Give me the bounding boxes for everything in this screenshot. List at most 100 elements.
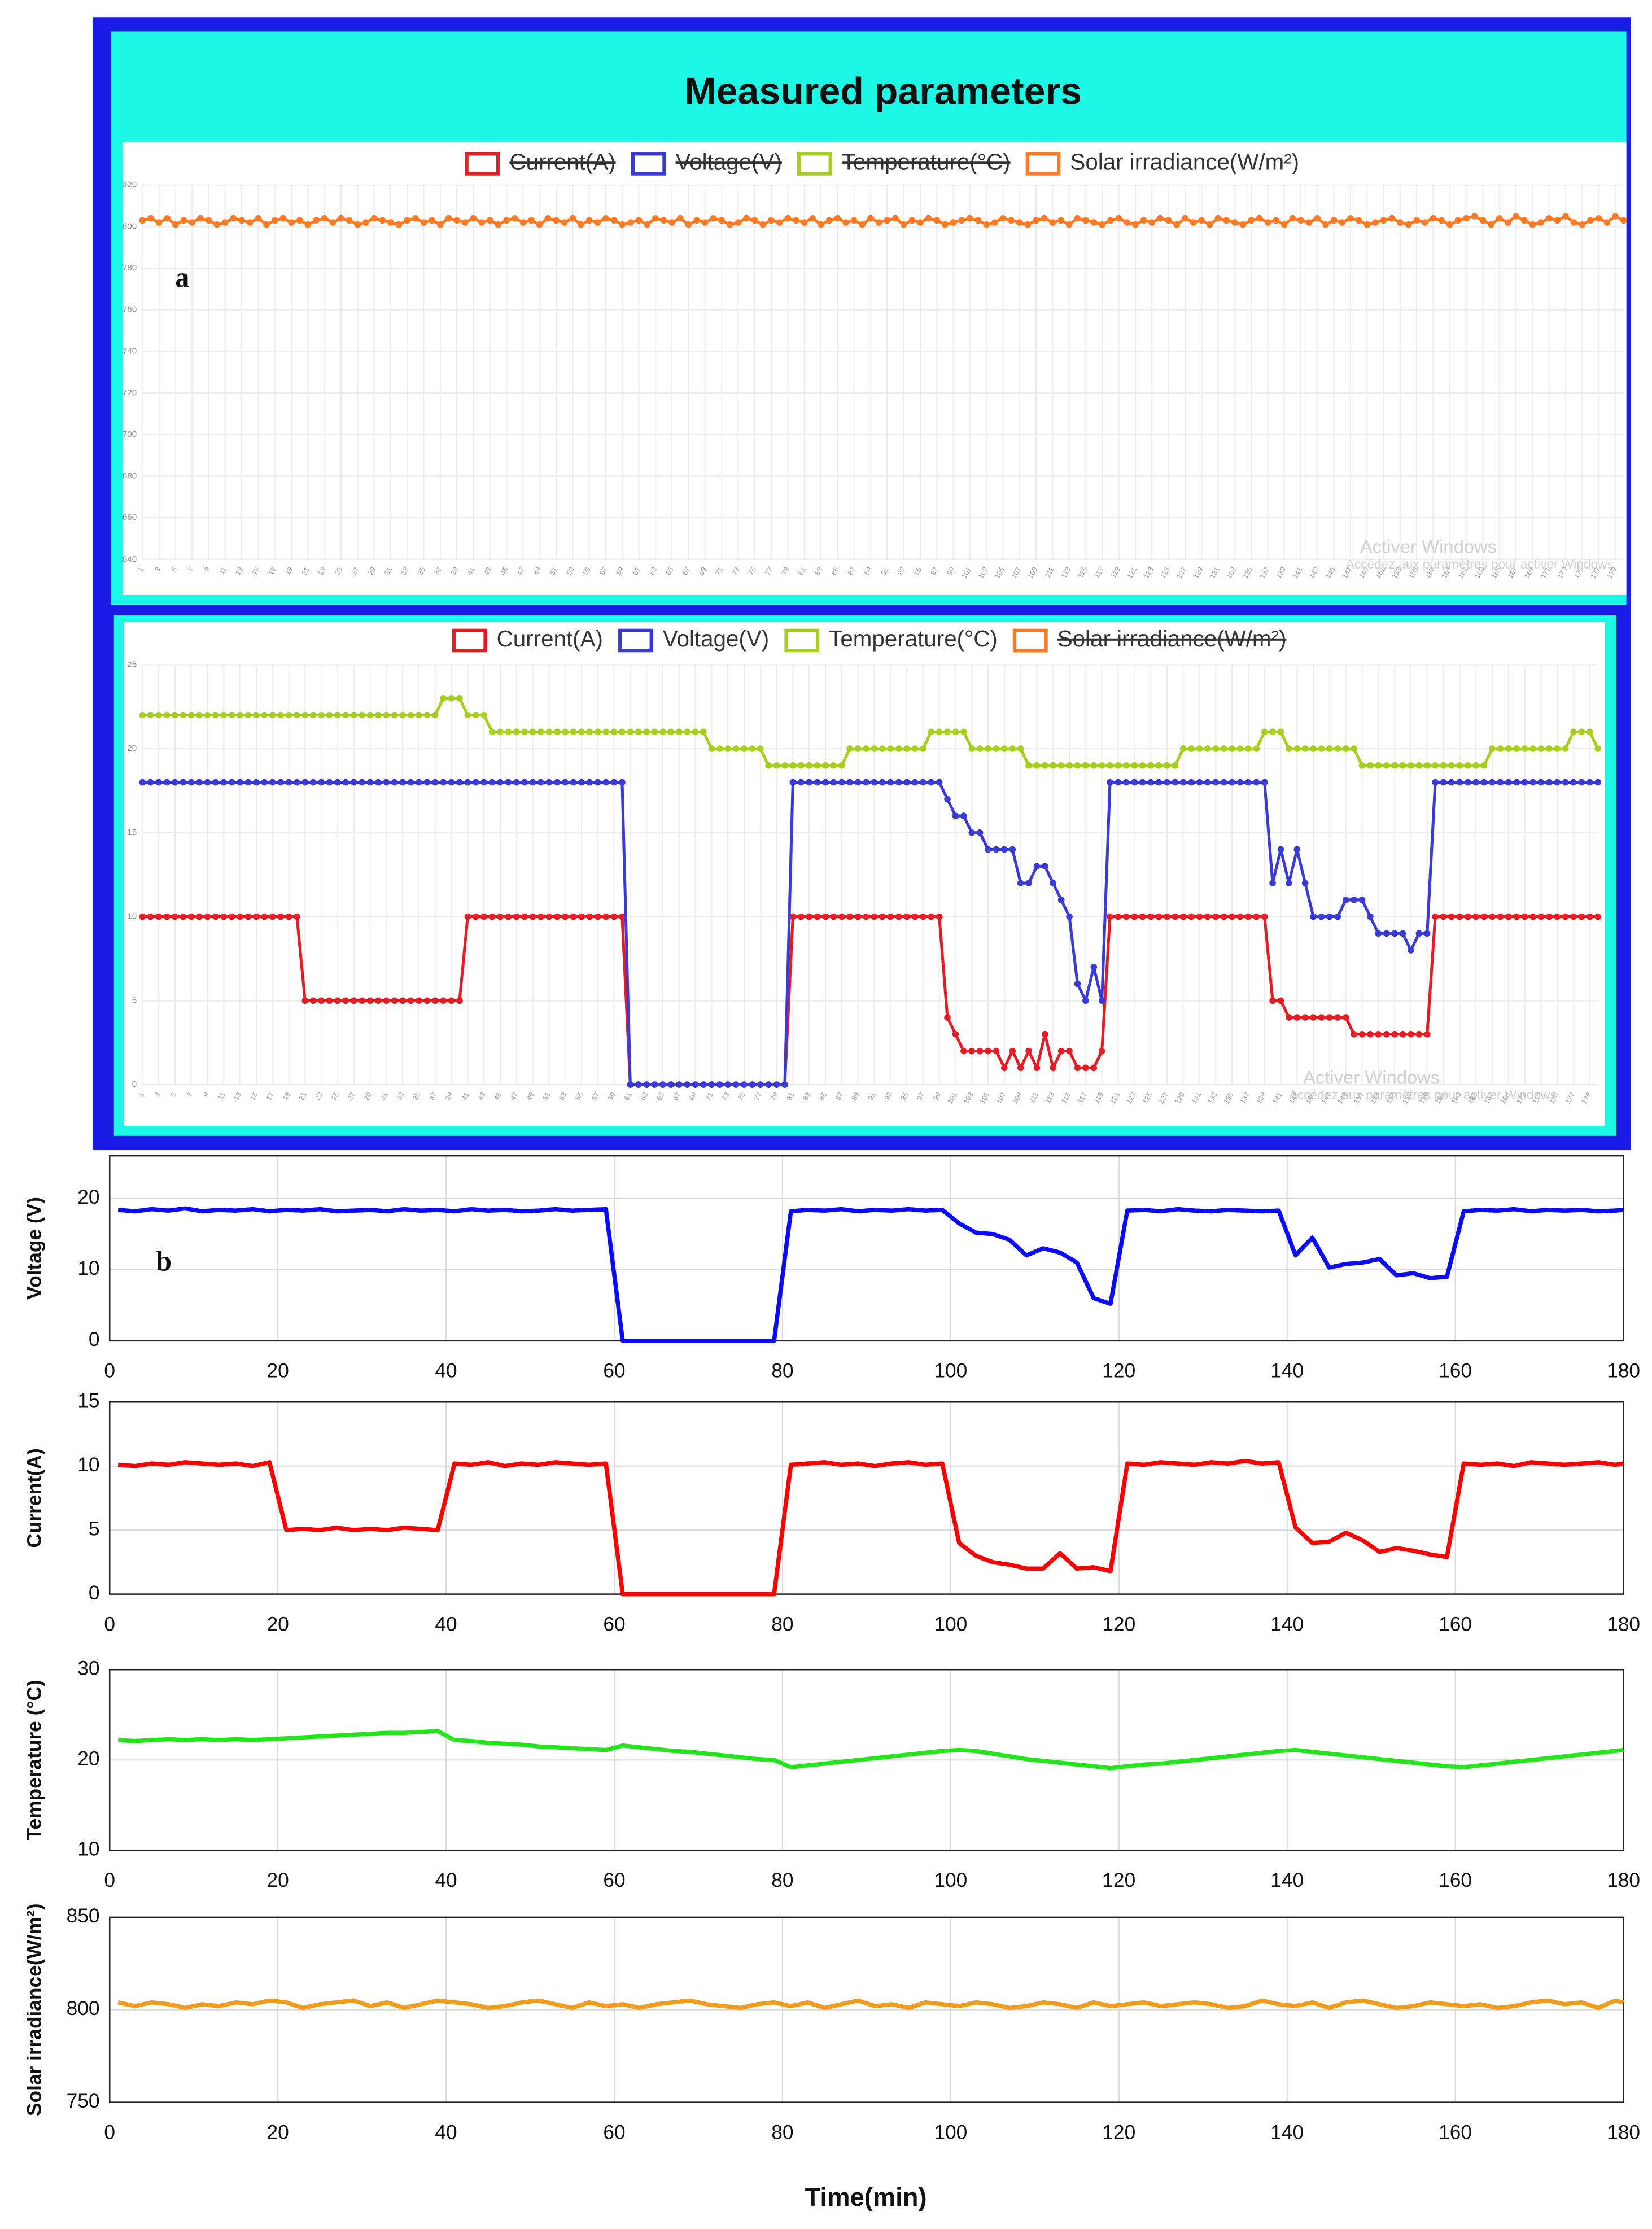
x-tick-label: 85 (830, 566, 841, 576)
watermark: Activer Windows (1360, 536, 1497, 557)
data-point (1140, 217, 1147, 224)
data-point (1009, 1047, 1016, 1055)
data-point (1204, 913, 1211, 920)
data-point (269, 711, 276, 719)
data-point (944, 1014, 951, 1021)
data-point (879, 745, 886, 752)
data-point (1261, 728, 1268, 736)
data-point (1358, 897, 1366, 903)
legend-swatch (465, 152, 500, 176)
data-point (1505, 913, 1512, 920)
data-point (187, 711, 195, 719)
data-point (1253, 779, 1260, 786)
data-point (1261, 779, 1268, 786)
data-point (1537, 913, 1545, 920)
data-point (627, 219, 634, 226)
data-point (1326, 1014, 1333, 1021)
data-point (933, 217, 940, 224)
data-point (976, 1047, 984, 1055)
x-tick-label: 61 (631, 566, 642, 576)
data-point (391, 997, 398, 1004)
legend-label: Solar irradiance(W/m²) (1057, 626, 1287, 652)
data-point (155, 711, 162, 719)
x-tick-label: 43 (482, 566, 493, 576)
data-point (710, 215, 717, 222)
data-point (420, 219, 427, 226)
data-point (814, 762, 821, 769)
x-tick-label: 20 (267, 2121, 289, 2143)
data-point (155, 779, 162, 786)
data-point (172, 913, 178, 920)
data-point (1432, 913, 1439, 920)
data-point (1594, 913, 1601, 920)
data-point (991, 219, 998, 226)
data-point (1220, 745, 1227, 752)
data-point (1041, 215, 1048, 222)
data-point (1082, 762, 1089, 769)
data-point (999, 215, 1007, 222)
data-point (318, 779, 325, 786)
data-point (1587, 217, 1594, 224)
data-point (765, 762, 772, 769)
data-point (968, 829, 976, 836)
data-point (644, 221, 651, 228)
data-point (1351, 1031, 1357, 1038)
data-point (562, 913, 569, 920)
y-axis-label: Temperature (°C) (23, 1680, 45, 1840)
x-tick-label: 100 (934, 1613, 967, 1635)
data-point (448, 779, 455, 786)
data-point (1372, 219, 1379, 226)
data-point (461, 219, 469, 226)
x-tick-label: 120 (1102, 1869, 1135, 1891)
data-point (1355, 217, 1362, 224)
data-point (488, 779, 496, 786)
data-point (1529, 745, 1536, 752)
data-point (1253, 745, 1260, 752)
data-point (1042, 863, 1048, 870)
data-point (1562, 913, 1569, 920)
data-point (594, 913, 601, 920)
legend-swatch (631, 152, 666, 176)
data-point (1123, 779, 1130, 786)
data-point (586, 728, 593, 736)
data-point (139, 711, 146, 719)
data-point (1042, 762, 1048, 769)
data-point (1464, 762, 1471, 769)
data-point (1310, 913, 1317, 920)
data-point (1057, 1047, 1065, 1055)
data-point (1489, 779, 1496, 786)
data-point (1545, 913, 1553, 920)
y-tick-label: 780 (123, 263, 137, 273)
legend-label: Voltage(V) (663, 626, 769, 652)
data-point (1066, 913, 1073, 920)
x-tick-label: 63 (639, 1091, 649, 1102)
data-point (359, 711, 365, 719)
data-point (818, 221, 824, 228)
data-point (237, 779, 243, 786)
x-tick-label: 27 (350, 566, 361, 576)
data-point (1464, 913, 1471, 920)
y-axis-label: Current(A) (23, 1448, 45, 1548)
data-point (464, 913, 471, 920)
data-point (974, 217, 982, 224)
data-point (1196, 745, 1203, 752)
y-tick-label: 10 (127, 912, 137, 921)
data-point (456, 997, 463, 1004)
x-tick-label: 140 (1270, 1360, 1304, 1382)
data-point (562, 728, 569, 736)
x-tick-label: 21 (298, 1091, 308, 1102)
data-point (309, 997, 317, 1004)
data-point (1330, 217, 1338, 224)
data-point (423, 779, 431, 786)
data-point (1375, 930, 1382, 937)
data-point (797, 779, 805, 786)
data-point (586, 779, 593, 786)
data-point (1179, 745, 1187, 752)
data-point (163, 711, 171, 719)
x-tick-label: 59 (615, 566, 626, 576)
data-point (399, 711, 406, 719)
data-point (1123, 762, 1130, 769)
x-tick-label: 49 (532, 566, 543, 576)
data-point (1367, 1031, 1374, 1038)
data-point (846, 913, 853, 920)
